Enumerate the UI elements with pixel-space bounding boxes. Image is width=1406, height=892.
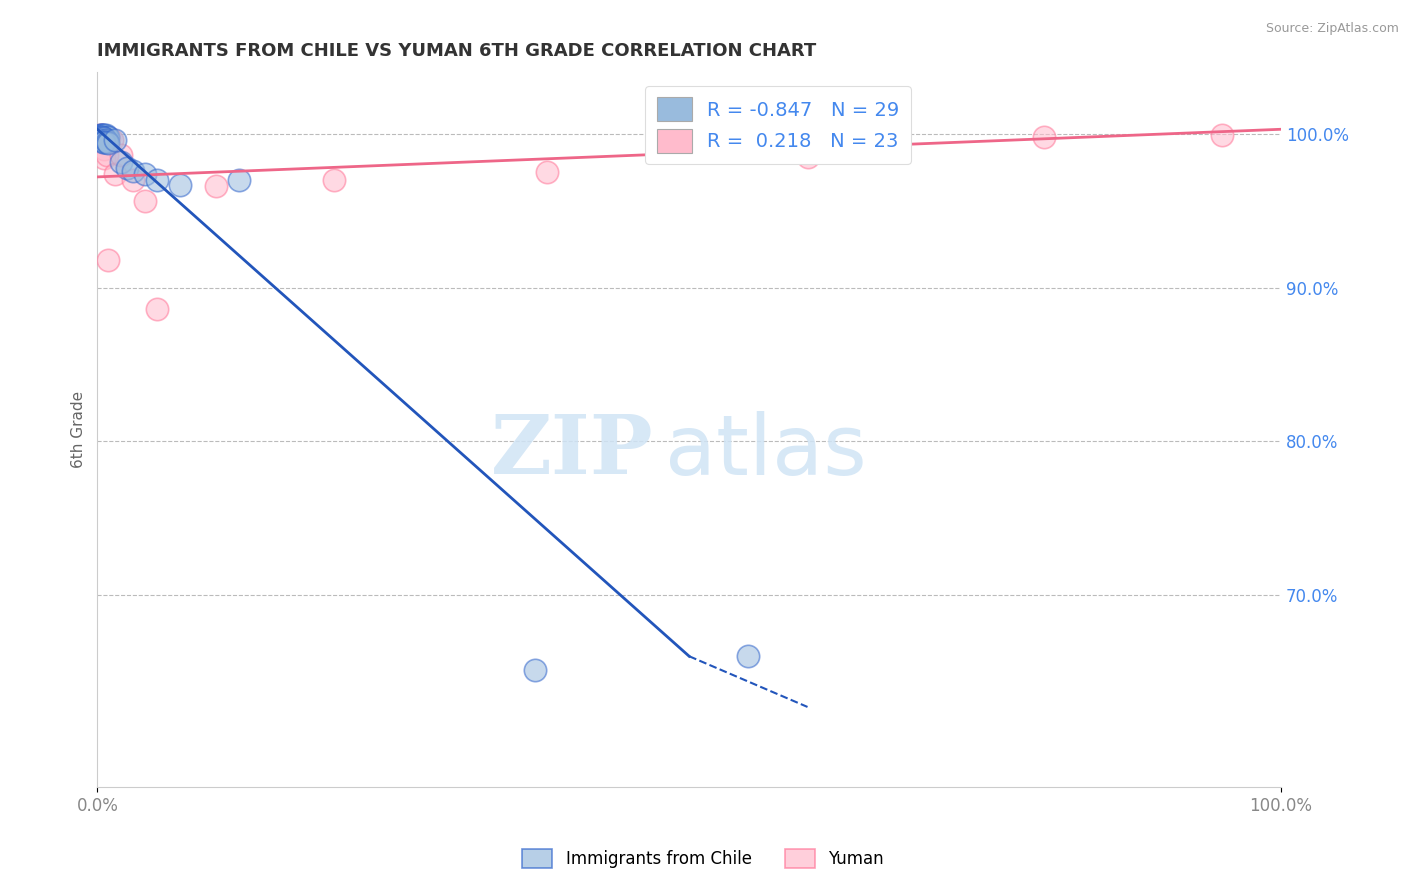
Point	[121, 173, 143, 187]
Point	[91, 130, 114, 145]
Point	[115, 161, 138, 175]
Text: IMMIGRANTS FROM CHILE VS YUMAN 6TH GRADE CORRELATION CHART: IMMIGRANTS FROM CHILE VS YUMAN 6TH GRADE…	[97, 42, 817, 60]
Point	[97, 252, 120, 267]
Legend: R = -0.847   N = 29, R =  0.218   N = 23: R = -0.847 N = 29, R = 0.218 N = 23	[645, 86, 911, 164]
Point	[91, 131, 114, 145]
Point	[90, 130, 112, 145]
Point	[145, 301, 167, 316]
Point	[91, 128, 114, 143]
Point	[91, 133, 114, 147]
Point	[737, 649, 759, 664]
Text: ZIP: ZIP	[491, 411, 654, 491]
Point	[228, 173, 250, 187]
Point	[96, 135, 118, 149]
Point	[536, 165, 558, 179]
Text: atlas: atlas	[665, 410, 868, 491]
Point	[91, 130, 114, 145]
Point	[91, 128, 114, 143]
Text: Source: ZipAtlas.com: Source: ZipAtlas.com	[1265, 22, 1399, 36]
Point	[204, 179, 226, 194]
Point	[121, 163, 143, 178]
Point	[100, 133, 122, 147]
Point	[94, 130, 117, 145]
Point	[796, 150, 818, 164]
Point	[93, 128, 115, 143]
Point	[91, 135, 114, 149]
Point	[93, 135, 115, 149]
Point	[90, 128, 112, 143]
Point	[110, 154, 132, 169]
Point	[97, 136, 120, 150]
Point	[90, 131, 112, 145]
Point	[89, 128, 111, 143]
Point	[323, 173, 346, 187]
Point	[145, 173, 167, 187]
Point	[104, 167, 127, 181]
Point	[94, 128, 117, 143]
Point	[98, 131, 121, 145]
Point	[91, 128, 114, 143]
Point	[93, 152, 115, 166]
Point	[93, 142, 115, 156]
Point	[90, 131, 112, 145]
Point	[524, 663, 547, 677]
Point	[97, 130, 120, 145]
Point	[134, 194, 156, 209]
Point	[89, 128, 111, 143]
Point	[134, 167, 156, 181]
Point	[96, 148, 118, 162]
Point	[96, 130, 118, 145]
Point	[110, 148, 132, 162]
Y-axis label: 6th Grade: 6th Grade	[72, 391, 86, 468]
Point	[1211, 128, 1233, 143]
Legend: Immigrants from Chile, Yuman: Immigrants from Chile, Yuman	[516, 842, 890, 875]
Point	[94, 133, 117, 147]
Point	[1033, 130, 1056, 145]
Point	[104, 133, 127, 147]
Point	[169, 178, 191, 192]
Point	[90, 130, 112, 145]
Point	[93, 131, 115, 145]
